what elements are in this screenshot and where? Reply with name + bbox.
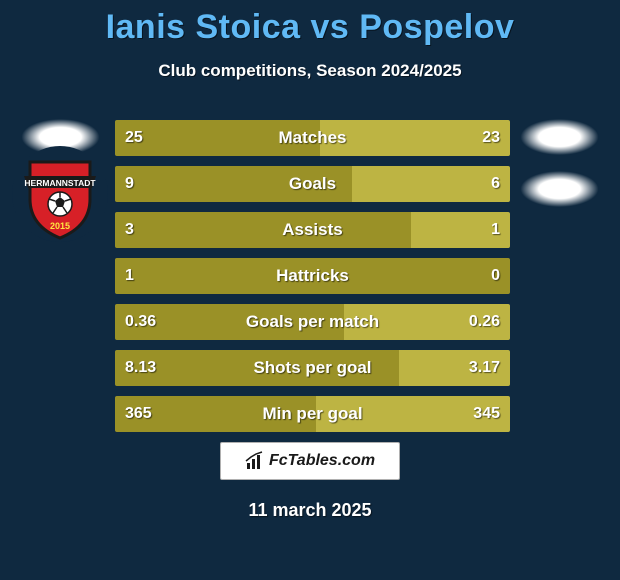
- stat-label: Matches: [115, 128, 510, 148]
- stat-row: 0.360.26Goals per match: [115, 304, 510, 340]
- page-title: Ianis Stoica vs Pospelov: [0, 0, 620, 47]
- player-right-club-placeholder: [507, 164, 612, 214]
- brand-logo[interactable]: FcTables.com: [220, 442, 400, 480]
- stat-label: Assists: [115, 220, 510, 240]
- stats-table: 2523Matches 96Goals 31Assists 10Hattricks 0.…: [115, 120, 510, 442]
- stat-row: 31Assists: [115, 212, 510, 248]
- stat-label: Goals per match: [115, 312, 510, 332]
- stat-label: Goals: [115, 174, 510, 194]
- player-left-club-badge: HERMANNSTADT 2015: [10, 144, 110, 244]
- player-right-avatar-placeholder: [507, 112, 612, 162]
- stat-row: 96Goals: [115, 166, 510, 202]
- player-right-col: [507, 112, 612, 214]
- stat-row: 2523Matches: [115, 120, 510, 156]
- date-text: 11 march 2025: [0, 500, 620, 521]
- stat-row: 10Hattricks: [115, 258, 510, 294]
- stat-label: Hattricks: [115, 266, 510, 286]
- stat-label: Shots per goal: [115, 358, 510, 378]
- stat-row: 365345Min per goal: [115, 396, 510, 432]
- player-left-col: HERMANNSTADT 2015: [8, 112, 113, 244]
- club-year-text: 2015: [50, 221, 70, 231]
- stat-label: Min per goal: [115, 404, 510, 424]
- club-name-text: HERMANNSTADT: [24, 178, 96, 188]
- subtitle: Club competitions, Season 2024/2025: [0, 61, 620, 81]
- brand-text: FcTables.com: [269, 452, 375, 470]
- stat-row: 8.133.17Shots per goal: [115, 350, 510, 386]
- chart-icon: [245, 451, 265, 471]
